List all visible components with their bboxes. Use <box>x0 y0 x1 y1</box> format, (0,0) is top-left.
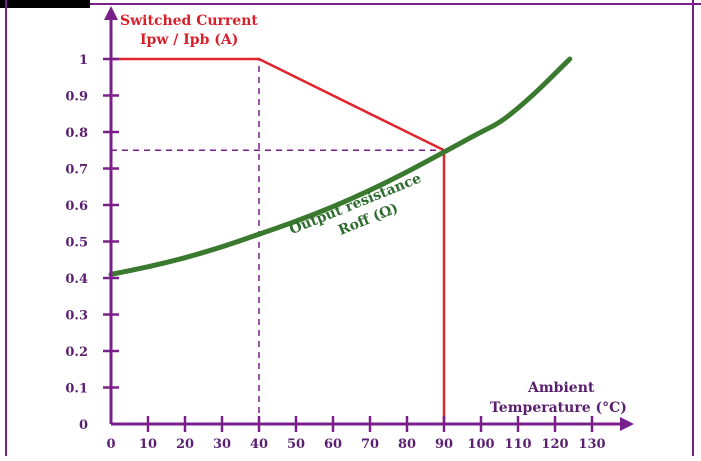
series-switched-current <box>111 57 446 424</box>
curve-label: Output resistance Roff (Ω) <box>287 170 424 238</box>
x-tick-label-90: 90 <box>435 437 453 452</box>
y-tick-label-0.3: 0.3 <box>65 309 88 324</box>
x-tick-label-60: 60 <box>324 437 342 452</box>
y-tick-label-1: 1 <box>79 53 88 68</box>
y-tick-label-0.7: 0.7 <box>65 163 88 178</box>
x-tick-label-130: 130 <box>578 437 605 452</box>
x-tick-label-50: 50 <box>287 437 305 452</box>
x-tick-label-110: 110 <box>504 437 531 452</box>
x-tick-label-10: 10 <box>139 437 157 452</box>
y-tick-label-0: 0 <box>79 418 88 433</box>
y-tick-label-0.1: 0.1 <box>65 382 88 397</box>
axes <box>104 6 634 431</box>
x-axis-arrow <box>620 417 634 431</box>
x-axis-title-line1: Ambient <box>527 380 595 396</box>
corner-tab <box>0 0 90 8</box>
series-layer <box>108 56 573 424</box>
x-tick-label-40: 40 <box>250 437 268 452</box>
series-output-resistance <box>108 56 573 277</box>
y-tick-label-0.4: 0.4 <box>65 272 88 287</box>
x-tick-label-70: 70 <box>361 437 379 452</box>
y-axis-title-line2: Ipw / Ipb (A) <box>140 32 238 48</box>
x-tick-label-120: 120 <box>541 437 568 452</box>
x-axis-title-line2: Temperature (°C) <box>490 400 627 416</box>
ticks: 0 10 20 30 40 50 60 70 80 90 100 110 120 130 0 0.1 0.2 0.… <box>65 53 605 452</box>
guide-lines <box>111 59 444 424</box>
x-tick-label-0: 0 <box>106 437 115 452</box>
y-tick-label-0.9: 0.9 <box>65 90 88 105</box>
y-axis-title-line1: Switched Current <box>120 13 258 29</box>
y-tick-label-0.2: 0.2 <box>65 345 88 360</box>
x-tick-label-100: 100 <box>467 437 494 452</box>
y-axis-arrow <box>104 6 118 20</box>
x-tick-label-80: 80 <box>398 437 416 452</box>
y-tick-label-0.5: 0.5 <box>65 236 88 251</box>
y-tick-label-0.6: 0.6 <box>65 199 88 214</box>
x-tick-label-30: 30 <box>213 437 231 452</box>
x-tick-label-20: 20 <box>176 437 194 452</box>
y-tick-label-0.8: 0.8 <box>65 126 88 141</box>
